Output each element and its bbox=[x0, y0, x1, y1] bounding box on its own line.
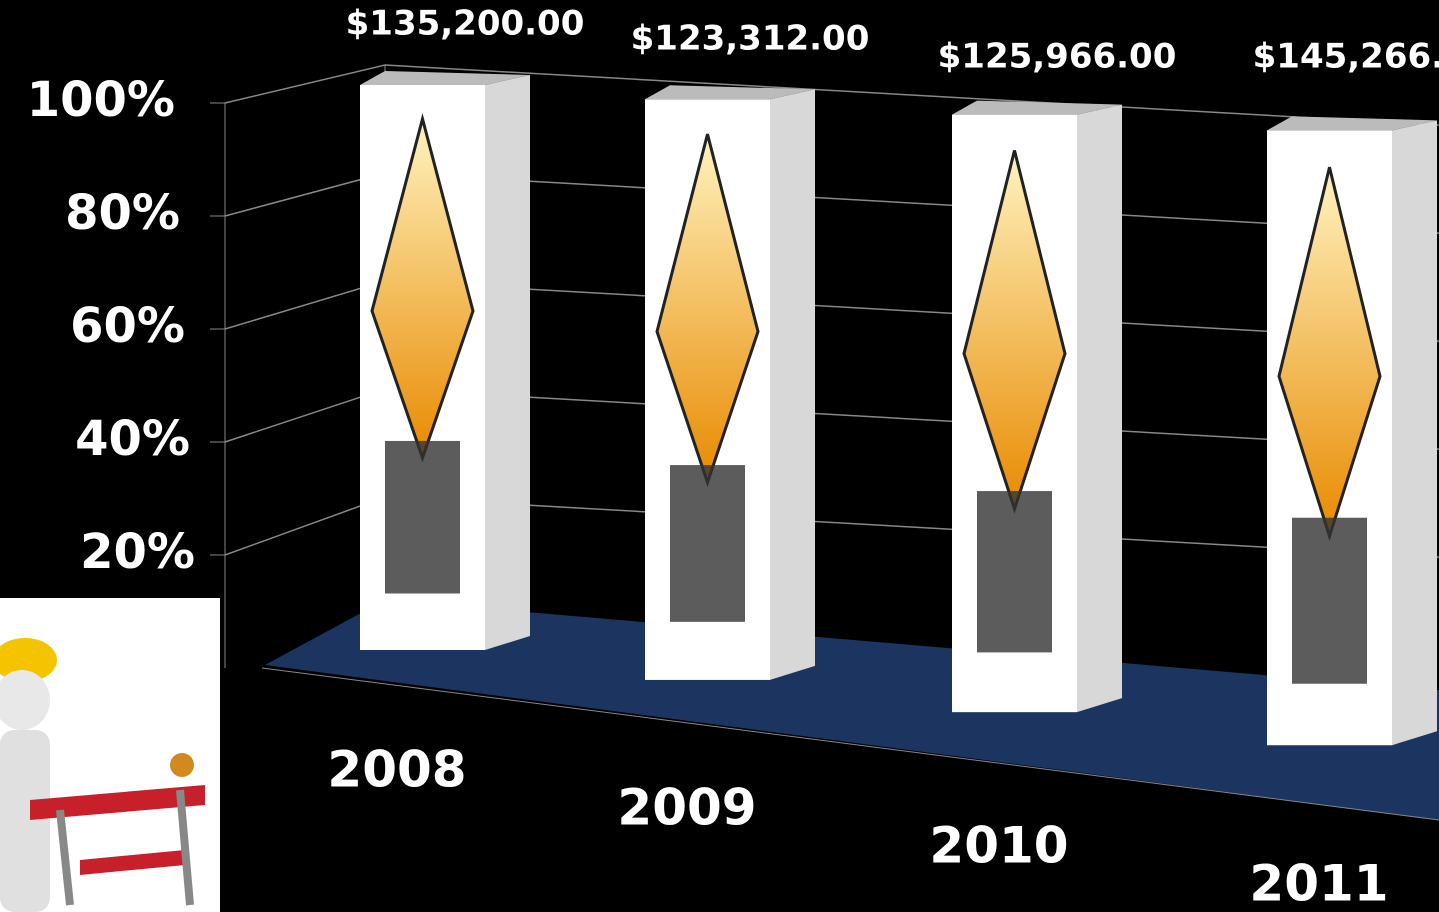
x-tick-label: 2009 bbox=[617, 779, 756, 837]
sign-text bbox=[385, 440, 460, 594]
worker-illustration bbox=[0, 598, 220, 912]
y-tick-label: 40% bbox=[75, 411, 190, 467]
value-label: $135,200.00 bbox=[346, 4, 585, 44]
x-tick-label: 2008 bbox=[327, 741, 466, 799]
x-tick-label: 2010 bbox=[929, 817, 1068, 875]
bar-side bbox=[1392, 120, 1437, 746]
sign-text bbox=[670, 465, 745, 622]
floor bbox=[265, 600, 1439, 820]
x-axis bbox=[261, 667, 1439, 821]
value-label: $125,966.00 bbox=[938, 37, 1177, 77]
y-tick-label: 60% bbox=[70, 298, 185, 354]
value-label: $145,266.00 bbox=[1253, 37, 1439, 77]
sign-text bbox=[1292, 517, 1367, 684]
sign-text bbox=[977, 491, 1052, 653]
bar-top bbox=[952, 100, 1122, 115]
value-label: $123,312.00 bbox=[631, 19, 870, 59]
bar-top bbox=[360, 71, 530, 85]
x-tick-label: 2011 bbox=[1249, 855, 1388, 912]
y-tick-label: 20% bbox=[80, 524, 195, 580]
bar bbox=[360, 71, 530, 650]
y-tick-label: 100% bbox=[27, 72, 175, 128]
bar-top bbox=[645, 85, 815, 100]
bar bbox=[1267, 116, 1437, 746]
bar-side bbox=[485, 75, 530, 650]
bar-side bbox=[770, 89, 815, 680]
bar bbox=[952, 100, 1122, 713]
bar-side bbox=[1077, 104, 1122, 713]
y-tick-label: 80% bbox=[65, 185, 180, 241]
bar-top bbox=[1267, 116, 1437, 131]
bar bbox=[645, 85, 815, 680]
